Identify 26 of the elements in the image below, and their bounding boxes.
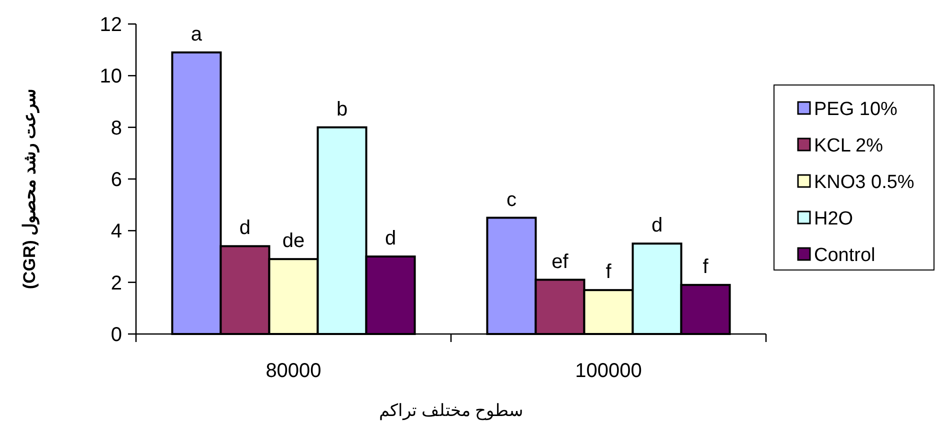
x-tick-label: 80000 <box>266 360 322 382</box>
x-tick-label: 100000 <box>575 360 642 382</box>
y-tick-label: 10 <box>100 66 122 88</box>
y-tick-label: 4 <box>110 220 122 243</box>
legend-label: H2O <box>814 208 854 230</box>
data-label: d <box>239 217 251 240</box>
data-label: a <box>190 23 203 46</box>
y-tick-label: 0 <box>110 324 122 346</box>
data-label: de <box>282 230 305 252</box>
y-tick-label: 12 <box>100 14 122 36</box>
data-label: d <box>651 214 663 237</box>
y-tick-label: 2 <box>110 272 122 294</box>
data-label: f <box>606 261 612 284</box>
x-axis-title: سطوح مختلف تراکم <box>378 401 524 421</box>
y-tick-label: 6 <box>110 169 122 191</box>
data-label: ef <box>552 250 569 273</box>
legend-label: KNO3 0.5% <box>814 172 914 193</box>
data-label: b <box>336 98 348 120</box>
data-label: f <box>702 256 709 278</box>
y-axis-title: سرعت رشد محصول (CGR) <box>20 88 40 290</box>
data-label: c <box>506 188 516 211</box>
legend-label: KCL 2% <box>814 136 884 156</box>
data-label: d <box>384 228 396 250</box>
y-tick-label: 8 <box>110 117 122 140</box>
legend-label: PEG 10% <box>814 99 898 120</box>
legend-label: Control <box>814 245 876 266</box>
